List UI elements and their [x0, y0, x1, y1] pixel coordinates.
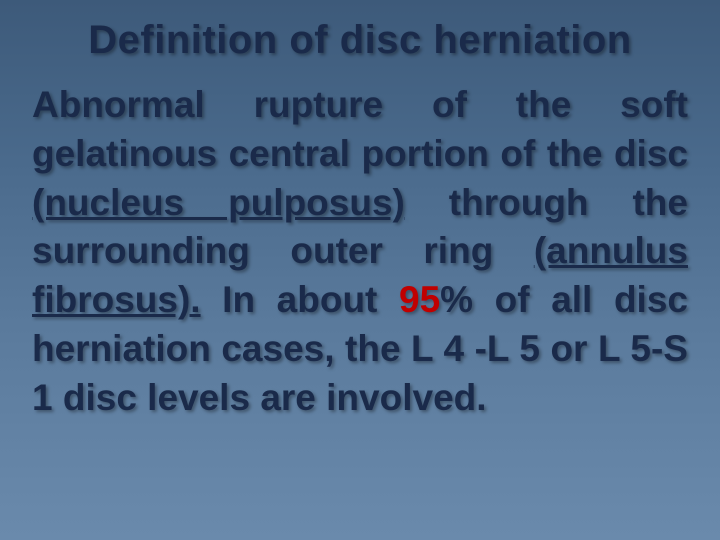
text-run-5: 95: [399, 279, 440, 320]
slide-title: Definition of disc herniation: [28, 18, 692, 63]
text-run-4: In about: [201, 279, 399, 320]
definition-paragraph: Abnormal rupture of the soft gelatinous …: [28, 81, 692, 423]
text-run-1: (nucleus pulposus): [32, 182, 405, 223]
text-run-0: Abnormal rupture of the soft gelatinous …: [32, 84, 688, 174]
slide: Definition of disc herniation Abnormal r…: [0, 0, 720, 540]
